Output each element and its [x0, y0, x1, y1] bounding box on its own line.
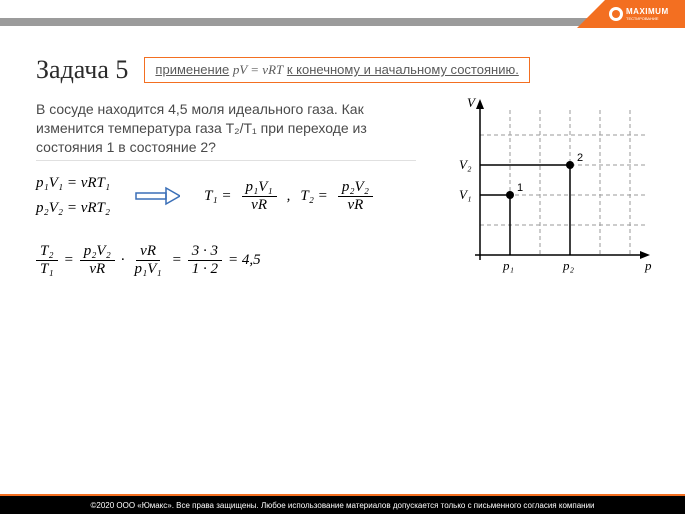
y-axis-label: V	[467, 95, 477, 110]
pt1-label: 1	[517, 182, 523, 194]
divider	[36, 160, 416, 161]
derivation-row-1: p₁V₁ = νRT₁ p₂V₂ = νRT₂ T₁ = p₁V₁ νR , T…	[36, 175, 416, 217]
globe-icon	[609, 7, 623, 21]
hint-prefix: применение	[155, 62, 229, 77]
xtick-2: p₂	[562, 258, 575, 273]
t1-lhs: T₁ =	[204, 188, 231, 205]
header-diagonal	[577, 0, 605, 28]
derivation-row-2: T₂ T₁ = p₂V₂ νR · νR p₁V₁ = 3 · 3 1 · 2 …	[36, 243, 416, 277]
t-equations: T₁ = p₁V₁ νR , T₂ = p₂V₂ νR	[204, 179, 373, 213]
ratio-frac: T₂ T₁	[36, 243, 58, 277]
eq-pv2: p₂V₂ = νRT₂	[36, 200, 110, 217]
hint-formula: pV = νRT	[233, 62, 283, 77]
logo: MAXIMUM ТЕСТИРОВАНИЕ	[609, 7, 669, 21]
xtick-1: p₁	[502, 258, 514, 273]
pv-graph: 1 2 V p V₁ V₂ p₁ p₂	[445, 95, 655, 280]
t1-frac: p₁V₁ νR	[242, 179, 277, 213]
task-title: Задача 5	[36, 55, 128, 85]
comma: ,	[287, 188, 291, 205]
t2-frac: p₂V₂ νR	[338, 179, 373, 213]
workarea: p₁V₁ = νRT₁ p₂V₂ = νRT₂ T₁ = p₁V₁ νR , T…	[36, 175, 416, 277]
problem-text: В сосуде находится 4,5 моля идеального г…	[36, 100, 416, 157]
t2-lhs: T₂ =	[300, 188, 327, 205]
ytick-2: V₂	[459, 157, 472, 172]
footer-text: ©2020 ООО «Юмакс». Все права защищены. Л…	[90, 501, 594, 510]
f1: p₂V₂ νR	[80, 243, 115, 277]
ytick-1: V₁	[459, 187, 471, 202]
hint-suffix: к конечному и начальному состоянию.	[287, 62, 519, 77]
header: MAXIMUM ТЕСТИРОВАНИЕ	[0, 0, 685, 28]
arrow-icon	[134, 186, 180, 206]
header-orange: MAXIMUM ТЕСТИРОВАНИЕ	[605, 0, 685, 28]
brand-sub: ТЕСТИРОВАНИЕ	[626, 16, 669, 21]
title-row: Задача 5 применение pV = νRT к конечному…	[36, 55, 649, 85]
page: MAXIMUM ТЕСТИРОВАНИЕ Задача 5 применение…	[0, 0, 685, 514]
brand-name: MAXIMUM	[626, 7, 669, 16]
footer: ©2020 ООО «Юмакс». Все права защищены. Л…	[0, 496, 685, 514]
f2: νR p₁V₁	[131, 243, 166, 277]
hint-box: применение pV = νRT к конечному и началь…	[144, 57, 529, 83]
f3: 3 · 3 1 · 2	[188, 243, 222, 277]
pv-equations: p₁V₁ = νRT₁ p₂V₂ = νRT₂	[36, 175, 110, 217]
grid	[480, 110, 645, 255]
pt2-label: 2	[577, 152, 583, 164]
eq-pv1: p₁V₁ = νRT₁	[36, 175, 110, 192]
x-axis-label: p	[644, 258, 652, 273]
